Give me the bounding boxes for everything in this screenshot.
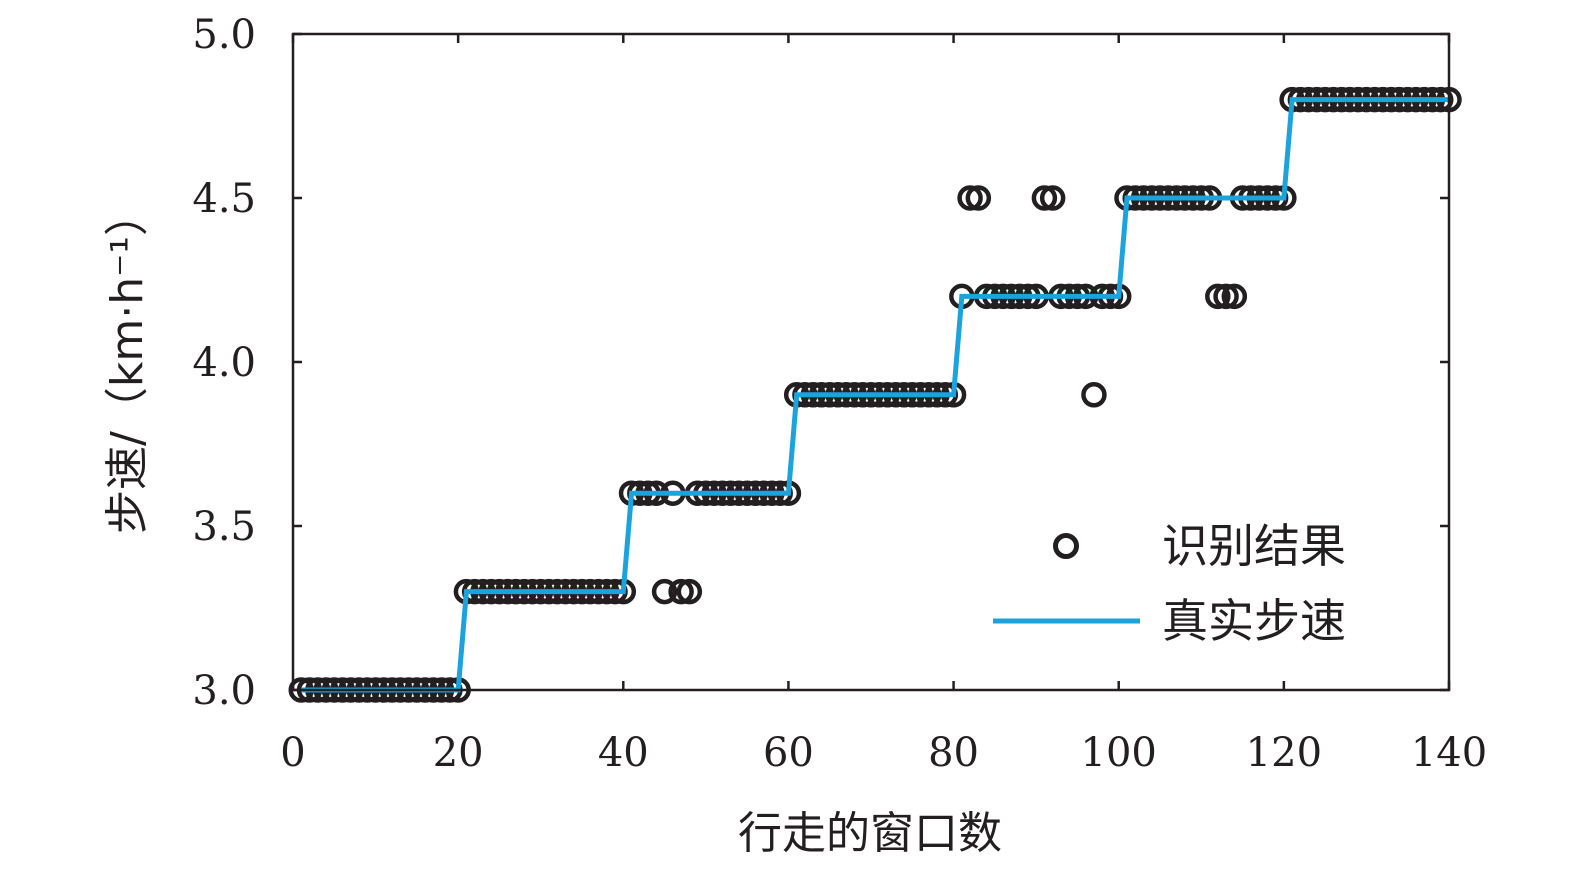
- x-tick-label: 80: [928, 730, 979, 776]
- x-axis-title: 行走的窗口数: [738, 808, 1002, 859]
- legend-label-recognized: 识别结果: [1162, 519, 1346, 573]
- recognized-point: [957, 185, 983, 211]
- recognized-point: [965, 185, 992, 211]
- legend: 识别结果 真实步速: [993, 519, 1346, 648]
- x-tick-label: 140: [1411, 730, 1487, 776]
- y-tick-labels: 3.0 3.5 4.0 4.5 5.0: [192, 12, 256, 714]
- plot-frame: [291, 32, 1451, 692]
- x-tick-labels: 0 20 40 60 80 100 120 140: [280, 730, 1487, 776]
- true-speed-line: [301, 97, 1449, 693]
- legend-label-true-speed: 真实步速: [1162, 594, 1346, 648]
- y-tick-label: 4.0: [192, 340, 256, 386]
- recognized-point: [1031, 185, 1058, 211]
- recognized-point: [1213, 283, 1239, 310]
- y-tick-label: 3.0: [192, 668, 256, 714]
- recognized-point: [676, 578, 703, 605]
- recognized-point: [668, 578, 694, 605]
- y-axis-title: 步速/（km·h⁻¹）: [102, 192, 153, 534]
- recognized-point: [1221, 283, 1248, 310]
- x-tick-label: 60: [763, 730, 814, 776]
- x-tick-label: 20: [433, 730, 484, 776]
- y-tick-label: 3.5: [192, 504, 256, 550]
- recognized-point: [651, 578, 678, 605]
- x-tick-label: 40: [598, 730, 649, 776]
- x-tick-label: 100: [1081, 730, 1157, 776]
- x-tick-label: 120: [1246, 730, 1322, 776]
- y-tick-label: 4.5: [192, 176, 256, 222]
- legend-marker-recognized: [1053, 533, 1079, 559]
- recognized-point: [1205, 283, 1231, 310]
- y-tick-label: 5.0: [192, 12, 256, 58]
- recognized-point: [1081, 382, 1107, 408]
- x-tick-label: 0: [280, 730, 305, 776]
- recognized-point: [1039, 185, 1066, 211]
